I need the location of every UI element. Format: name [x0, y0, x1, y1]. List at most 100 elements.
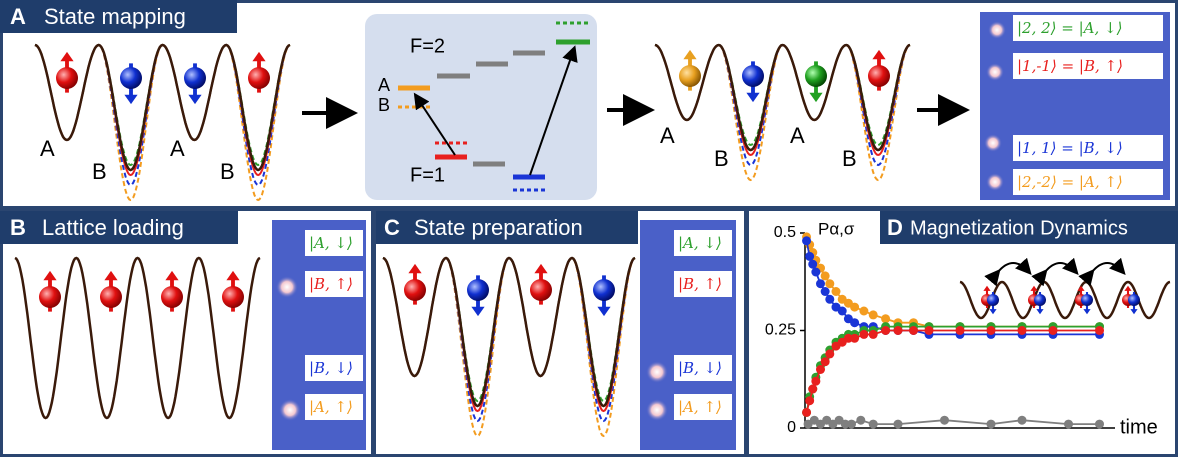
spin-arrowhead	[188, 95, 201, 104]
spin-arrowhead	[43, 271, 56, 280]
data-point	[881, 326, 890, 335]
atom	[679, 65, 701, 87]
atom	[593, 279, 615, 301]
atom	[1034, 294, 1046, 306]
state-label: |B, ↓⟩	[309, 359, 353, 377]
level-label: A	[378, 75, 390, 95]
data-point	[811, 377, 820, 386]
data-point	[1049, 326, 1058, 335]
atom	[467, 279, 489, 301]
state-label: |B, ↓⟩	[678, 359, 722, 377]
panel-title: Lattice loading	[42, 215, 184, 240]
atom-cloud	[646, 399, 668, 421]
well-label: A	[170, 136, 185, 161]
y-tick-label: 0.25	[765, 322, 796, 339]
well-label: A	[40, 136, 55, 161]
series-line	[807, 331, 1100, 413]
well-label: B	[714, 146, 729, 171]
hopping-arrow	[1045, 263, 1076, 272]
level-label: B	[378, 95, 390, 115]
spin-arrowhead	[983, 286, 990, 291]
state-label: |B, ↑⟩	[309, 275, 353, 293]
spin-arrowhead	[471, 307, 484, 316]
spin-arrowhead	[124, 95, 137, 104]
spin-arrowhead	[809, 93, 822, 102]
atom	[868, 65, 890, 87]
atom-cloud	[984, 134, 1002, 152]
state-label: |1,-1⟩ = |B, ↑⟩	[1017, 57, 1123, 75]
atom	[248, 67, 270, 89]
atom	[742, 65, 764, 87]
data-point	[859, 307, 868, 316]
well-label: A	[790, 123, 805, 148]
data-point	[956, 326, 965, 335]
hopping-arrow	[998, 263, 1029, 272]
atom	[100, 286, 122, 308]
data-point	[825, 279, 834, 288]
data-point	[808, 385, 817, 394]
data-point	[811, 268, 820, 277]
chart-title: Magnetization Dynamics	[910, 217, 1128, 239]
panel-title: State mapping	[44, 4, 186, 29]
data-point	[816, 279, 825, 288]
data-point	[925, 326, 934, 335]
spin-arrowhead	[1130, 309, 1137, 314]
data-point	[805, 252, 814, 261]
lattice-potential	[655, 45, 910, 145]
well-label: B	[842, 146, 857, 171]
atom	[184, 67, 206, 89]
data-point	[1095, 420, 1104, 429]
data-point	[869, 310, 878, 319]
atom-cloud	[988, 21, 1006, 39]
state-label: |A, ↓⟩	[309, 234, 353, 252]
atom-cloud	[646, 361, 668, 383]
figure: A State mapping B Lattice loading C Stat…	[0, 0, 1178, 457]
x-axis-label: time	[1120, 416, 1158, 438]
data-point	[1064, 420, 1073, 429]
spin-arrowhead	[252, 52, 265, 61]
atom	[161, 286, 183, 308]
data-point	[987, 420, 996, 429]
atom-cloud	[986, 173, 1004, 191]
well-label: A	[660, 123, 675, 148]
spin-arrowhead	[872, 50, 885, 59]
well-label: B	[92, 159, 107, 184]
data-point	[940, 416, 949, 425]
spin-arrowhead	[597, 307, 610, 316]
data-point	[1018, 326, 1027, 335]
data-point	[869, 330, 878, 339]
panel-letter: C	[384, 215, 400, 240]
data-point	[816, 365, 825, 374]
atom	[39, 286, 61, 308]
hopping-arrow	[1092, 263, 1123, 272]
data-point	[850, 334, 859, 343]
data-point	[825, 349, 834, 358]
atom	[1128, 294, 1140, 306]
panel-letter: B	[10, 215, 26, 240]
atom	[222, 286, 244, 308]
spin-arrowhead	[683, 50, 696, 59]
atom	[56, 67, 78, 89]
lattice-potential	[35, 45, 290, 165]
y-axis-label: Pα,σ	[818, 219, 855, 238]
spin-arrowhead	[1124, 286, 1131, 291]
lattice-potential	[35, 45, 290, 200]
atom	[987, 294, 999, 306]
state-label: |A, ↑⟩	[678, 398, 722, 416]
atom	[120, 67, 142, 89]
spin-arrowhead	[746, 93, 759, 102]
state-label: |2, 2⟩ = |A, ↓⟩	[1017, 19, 1122, 37]
atom	[1081, 294, 1093, 306]
data-point	[850, 318, 859, 327]
data-point	[821, 287, 830, 296]
panel-letter: A	[10, 4, 26, 29]
panel-title: State preparation	[414, 215, 583, 240]
state-label: |A, ↓⟩	[678, 234, 722, 252]
spin-arrowhead	[1036, 309, 1043, 314]
spin-arrowhead	[534, 264, 547, 273]
atom-cloud	[279, 399, 301, 421]
data-point	[894, 420, 903, 429]
data-point	[802, 236, 811, 245]
atom-cloud	[276, 276, 298, 298]
well-label: B	[220, 159, 235, 184]
